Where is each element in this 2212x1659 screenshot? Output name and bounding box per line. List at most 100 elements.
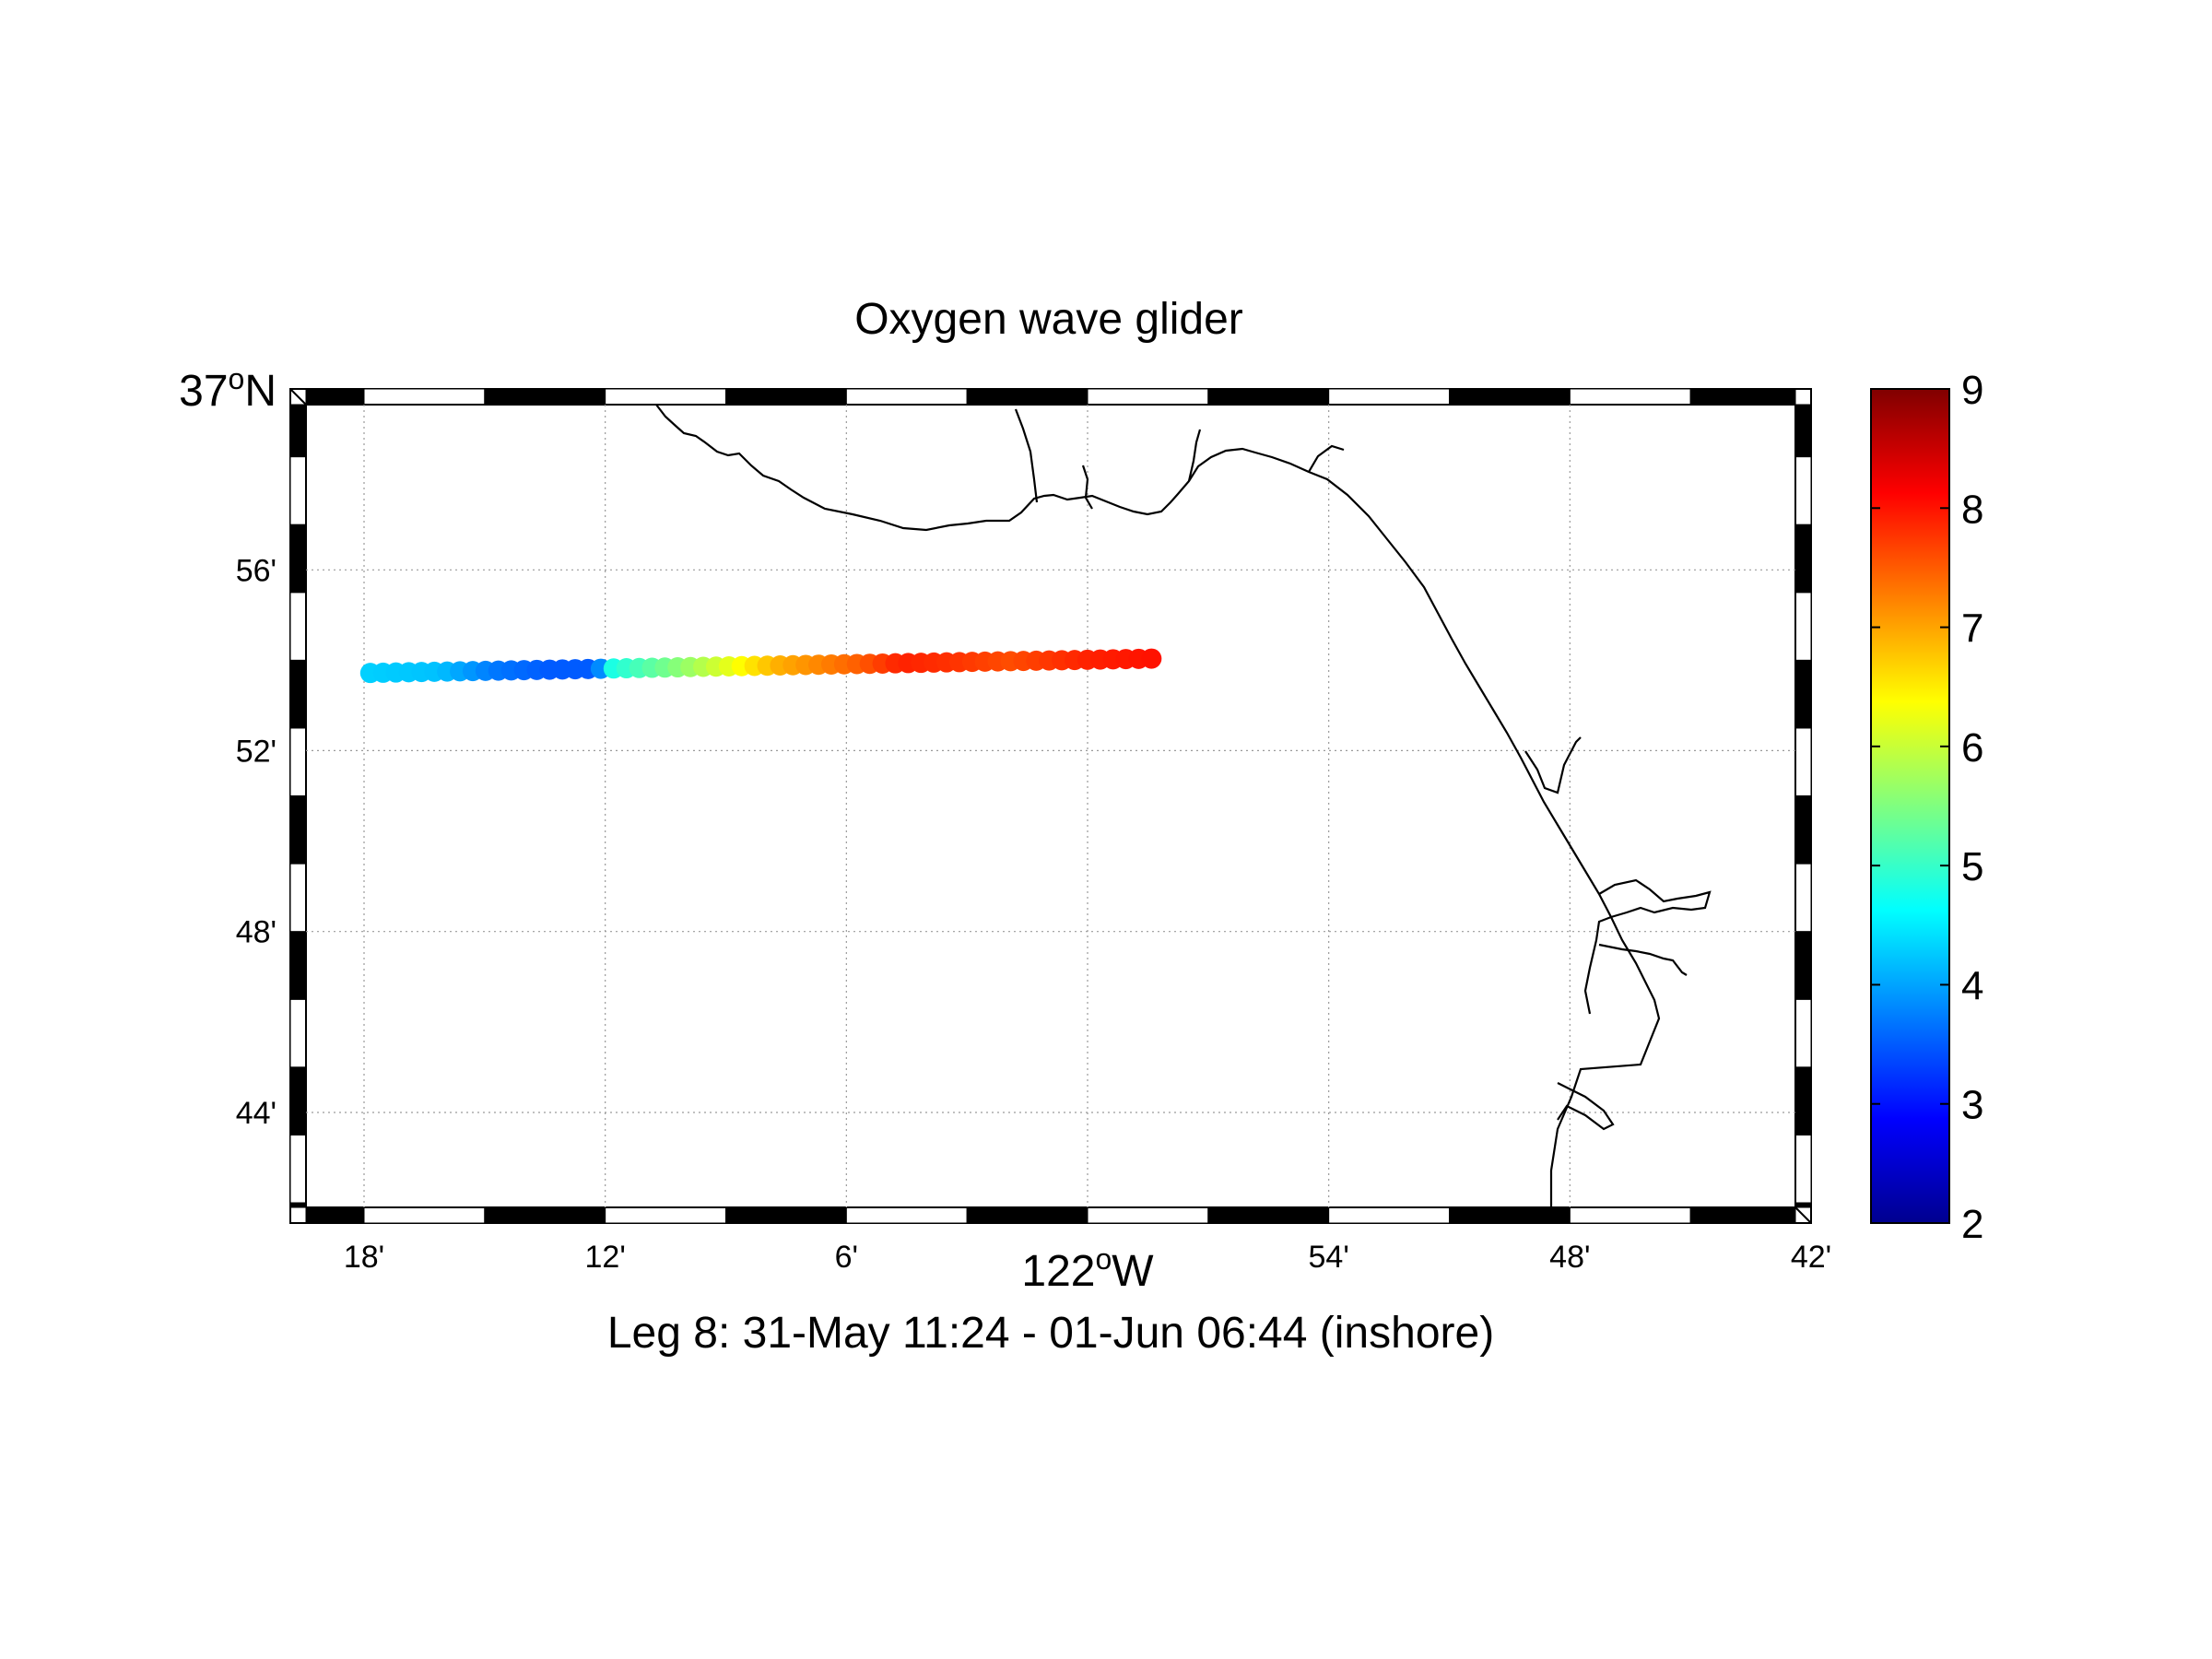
frame-band-right-0: [1794, 1202, 1812, 1208]
frame-band-right-9: [1794, 592, 1812, 661]
latitude-labels: 56' 52' 48' 44': [236, 553, 276, 1131]
frame-band-bottom-7: [1087, 1206, 1209, 1224]
lat-corner-degree: 37: [179, 367, 228, 416]
frame-corner-top: [289, 388, 307, 406]
colorbar: 2 3 4 5 6 7 8 9: [1870, 368, 1983, 1247]
frame-band-bottom-8: [1207, 1206, 1330, 1224]
glider-track: [359, 648, 1162, 684]
frame-band-left-0: [289, 1202, 307, 1208]
latitude-corner-label: 37oN: [179, 362, 276, 416]
frame-band-top-12: [1689, 388, 1796, 406]
frame-band-left-11: [289, 456, 307, 525]
frame-band-right-12: [1794, 404, 1812, 458]
lon-tick-label-2: 6': [835, 1240, 858, 1275]
frame-band-bottom-6: [966, 1206, 1088, 1224]
frame-band-top-1: [363, 388, 486, 406]
frame-band-left-10: [289, 524, 307, 594]
frame-band-bottom-5: [845, 1206, 968, 1224]
harbor-jetty: [1557, 1082, 1615, 1131]
frame-band-left-1: [289, 1134, 307, 1204]
river-north-2: [1081, 465, 1093, 510]
longitude-center-label: 122oW: [1021, 1242, 1154, 1296]
frame-band-left-12: [289, 404, 307, 458]
frame-band-right-3: [1794, 998, 1812, 1068]
frame-band-left-6: [289, 795, 307, 865]
lon-tick-label-1: 12': [585, 1240, 626, 1275]
frame-band-right-2: [1794, 1066, 1812, 1135]
lat-corner-degree-symbol: o: [229, 362, 245, 395]
colorbar-tick-label-3: 5: [1961, 844, 1983, 889]
inlet-north-east: [1187, 429, 1202, 482]
map-frame: [289, 388, 1812, 1224]
frame-band-top-7: [1087, 388, 1209, 406]
frame-band-right-4: [1794, 931, 1812, 1000]
frame-band-top-6: [966, 388, 1088, 406]
frame-band-bottom-9: [1328, 1206, 1450, 1224]
frame-band-top-4: [725, 388, 847, 406]
colorbar-tick-label-7: 9: [1961, 368, 1983, 413]
frame-band-right-10: [1794, 524, 1812, 594]
frame-band-right-7: [1794, 727, 1812, 797]
longitude-labels: 18' 12' 6' 54' 48' 42': [344, 1240, 1831, 1275]
frame-band-right-6: [1794, 795, 1812, 865]
lon-tick-label-4: 48': [1549, 1240, 1590, 1275]
chart-subtitle: Leg 8: 31-May 11:24 - 01-Jun 06:44 (insh…: [607, 1309, 1494, 1358]
frame-band-top-2: [484, 388, 606, 406]
inlet-east: [1308, 444, 1345, 473]
frame-band-bottom-12: [1689, 1206, 1796, 1224]
lon-center-degree: 122: [1021, 1247, 1095, 1296]
frame-band-right-11: [1794, 456, 1812, 525]
frame-corner-bottom: [1794, 1206, 1812, 1224]
frame-band-left-5: [289, 863, 307, 933]
frame-band-left-3: [289, 998, 307, 1068]
lat-corner-hemisphere: N: [244, 367, 276, 416]
frame-band-bottom-11: [1569, 1206, 1691, 1224]
lat-tick-label-3: 44': [236, 1096, 276, 1131]
lon-tick-label-0: 18': [344, 1240, 384, 1275]
lon-center-hemisphere: W: [1112, 1247, 1154, 1296]
lon-tick-label-5: 42': [1791, 1240, 1831, 1275]
frame-band-right-1: [1794, 1134, 1812, 1204]
frame-band-left-2: [289, 1066, 307, 1135]
river-east: [1598, 943, 1688, 976]
coastline: [655, 404, 1712, 1207]
lon-tick-label-3: 54': [1309, 1240, 1349, 1275]
frame-band-left-9: [289, 592, 307, 661]
frame-tick-bands: [289, 388, 1812, 1224]
track-point-61: [1141, 648, 1162, 669]
chart-title: Oxygen wave glider: [854, 295, 1243, 344]
colorbar-tick-label-0: 2: [1961, 1202, 1983, 1247]
river-upper-east: [1524, 736, 1582, 794]
frame-band-top-10: [1449, 388, 1571, 406]
elkhorn-slough: [1583, 878, 1712, 1015]
frame-band-top-11: [1569, 388, 1691, 406]
colorbar-tick-label-4: 6: [1961, 725, 1983, 771]
colorbar-gradient: [1870, 388, 1950, 1224]
colorbar-tick-label-6: 8: [1961, 487, 1983, 532]
frame-band-bottom-0: [305, 1206, 365, 1224]
colorbar-tick-label-5: 7: [1961, 606, 1983, 652]
frame-band-top-3: [605, 388, 727, 406]
graticule-grid: [306, 405, 1795, 1207]
frame-band-bottom-1: [363, 1206, 486, 1224]
frame-band-bottom-3: [605, 1206, 727, 1224]
lat-tick-label-1: 52': [236, 734, 276, 769]
frame-band-left-7: [289, 727, 307, 797]
colorbar-ticks: 2 3 4 5 6 7 8 9: [1871, 368, 1983, 1247]
frame-band-right-8: [1794, 659, 1812, 729]
colorbar-tick-label-1: 3: [1961, 1083, 1983, 1128]
frame-band-right-5: [1794, 863, 1812, 933]
river-north-1: [1014, 408, 1039, 503]
frame-band-top-8: [1207, 388, 1330, 406]
lat-tick-label-2: 48': [236, 915, 276, 950]
frame-band-bottom-10: [1449, 1206, 1571, 1224]
colorbar-tick-label-2: 4: [1961, 963, 1983, 1008]
lon-center-degree-symbol: o: [1095, 1242, 1112, 1276]
frame-band-top-0: [305, 388, 365, 406]
frame-band-bottom-4: [725, 1206, 847, 1224]
coastline-north-shore: [655, 404, 1661, 1207]
frame-band-top-5: [845, 388, 968, 406]
lat-tick-label-0: 56': [236, 553, 276, 588]
frame-band-bottom-2: [484, 1206, 606, 1224]
